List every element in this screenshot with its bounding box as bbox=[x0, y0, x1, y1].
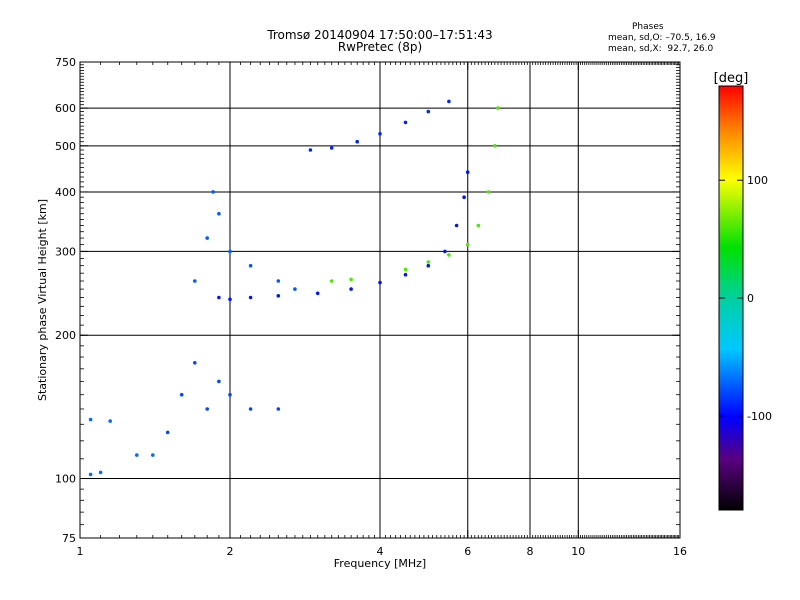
echo-point bbox=[108, 419, 112, 423]
echo-point bbox=[151, 453, 155, 457]
echo-point bbox=[276, 279, 281, 283]
echo-point bbox=[205, 236, 209, 240]
echo-point bbox=[248, 263, 253, 268]
echo-point bbox=[443, 249, 447, 254]
echo-point bbox=[403, 267, 408, 272]
echo-point bbox=[355, 139, 360, 144]
x-axis-label: Frequency [MHz] bbox=[334, 557, 426, 570]
y-axis-label: Stationary phase Virtual Height [km] bbox=[36, 199, 49, 401]
echo-point bbox=[193, 279, 197, 283]
axes: 1 2 4 6 8 10 16 75 100 200 300 400 500 600 750 bbox=[55, 56, 687, 558]
echo-point bbox=[276, 294, 281, 298]
echo-point bbox=[426, 109, 431, 114]
echo-point bbox=[465, 242, 470, 247]
x-tick-label: 4 bbox=[377, 545, 384, 558]
y-tick-label: 300 bbox=[55, 245, 76, 258]
chart-title-line2: RwPretec (8p) bbox=[337, 40, 423, 54]
echo-point bbox=[426, 263, 431, 268]
echo-point bbox=[293, 287, 297, 291]
echo-point bbox=[476, 223, 481, 228]
echo-point bbox=[462, 195, 466, 199]
phases-heading: Phases bbox=[632, 22, 664, 32]
echo-point bbox=[228, 392, 232, 397]
echo-point bbox=[193, 361, 197, 365]
echo-point bbox=[165, 430, 170, 435]
echo-point bbox=[403, 120, 408, 125]
data-points bbox=[88, 99, 500, 477]
x-tick-label: 1 bbox=[77, 545, 84, 558]
echo-point bbox=[276, 407, 281, 411]
colorbar-tick-label: 100 bbox=[747, 174, 768, 187]
echo-point bbox=[447, 99, 451, 104]
echo-point bbox=[88, 472, 93, 477]
echo-point bbox=[248, 295, 253, 300]
echo-point bbox=[496, 106, 500, 110]
chart-title-line1: Tromsø 20140904 17:50:00–17:51:43 bbox=[267, 28, 493, 42]
echo-point bbox=[217, 295, 221, 300]
x-tick-label: 10 bbox=[571, 545, 585, 558]
echo-point bbox=[378, 280, 382, 285]
echo-point bbox=[465, 170, 470, 174]
echo-point bbox=[315, 291, 320, 296]
x-tick-label: 6 bbox=[464, 545, 471, 558]
colorbar-tick-label: 0 bbox=[747, 292, 754, 305]
y-tick-label: 75 bbox=[62, 532, 76, 545]
echo-point bbox=[88, 417, 93, 422]
x-tick-label: 8 bbox=[527, 545, 534, 558]
y-tick-label: 500 bbox=[55, 140, 76, 153]
y-tick-label: 200 bbox=[55, 329, 76, 342]
echo-point bbox=[426, 260, 431, 264]
echo-point bbox=[205, 407, 209, 411]
echo-point bbox=[217, 379, 221, 384]
echo-point bbox=[403, 272, 408, 277]
echo-point bbox=[217, 211, 221, 216]
echo-point bbox=[98, 470, 103, 475]
y-tick-label: 750 bbox=[55, 56, 76, 69]
echo-point bbox=[228, 249, 232, 254]
echo-point bbox=[329, 279, 334, 283]
y-tick-label: 600 bbox=[55, 102, 76, 115]
echo-point bbox=[486, 190, 491, 194]
colorbar-label: [deg] bbox=[714, 71, 749, 86]
echo-point bbox=[135, 453, 139, 457]
echo-point bbox=[493, 144, 497, 148]
colorbar-tick-label: -100 bbox=[747, 410, 772, 423]
phases-x-stats: mean, sd,X: 92.7, 26.0 bbox=[608, 44, 714, 54]
echo-point bbox=[228, 297, 232, 302]
echo-point bbox=[349, 287, 353, 291]
echo-point bbox=[179, 392, 184, 397]
echo-point bbox=[308, 148, 313, 152]
y-tick-label: 100 bbox=[55, 473, 76, 486]
phases-o-stats: mean, sd,O: –70.5, 16.9 bbox=[608, 33, 716, 43]
echo-point bbox=[329, 146, 334, 150]
y-tick-label: 400 bbox=[55, 186, 76, 199]
colorbar: [deg] 100 0 -100 bbox=[714, 71, 772, 511]
echo-point bbox=[454, 223, 459, 228]
x-tick-label: 2 bbox=[227, 545, 234, 558]
echo-point bbox=[211, 190, 215, 194]
echo-point bbox=[248, 407, 253, 411]
echo-point bbox=[378, 132, 382, 136]
echo-point bbox=[349, 277, 353, 282]
x-tick-label: 16 bbox=[673, 545, 687, 558]
echo-point bbox=[447, 253, 451, 257]
